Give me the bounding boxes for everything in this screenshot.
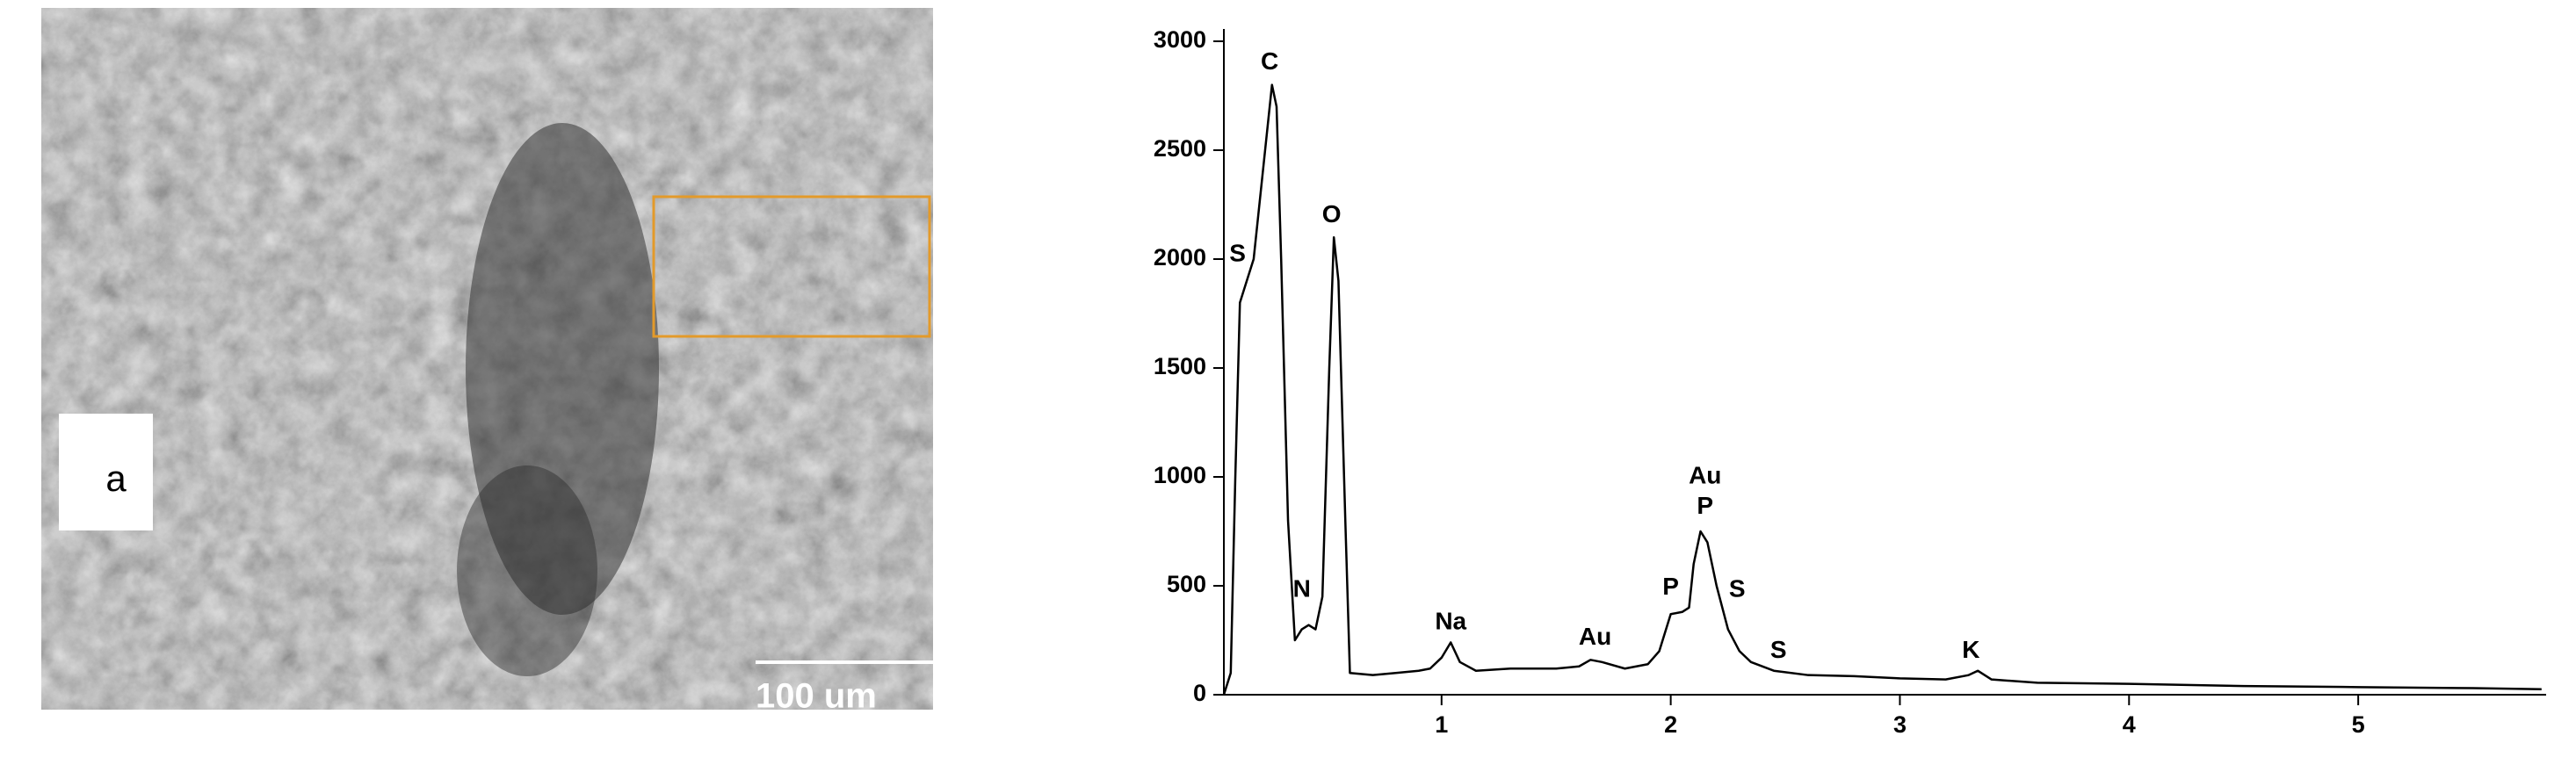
peak-label: S xyxy=(1229,239,1246,266)
peak-label: Na xyxy=(1435,608,1466,635)
peak-label: C xyxy=(1261,47,1278,75)
peak-label: S xyxy=(1729,574,1746,602)
scale-bar-label: 100 um xyxy=(756,677,877,716)
y-tick-label: 3000 xyxy=(1154,26,1206,53)
x-tick-label: 5 xyxy=(2352,711,2365,738)
x-tick-label: 4 xyxy=(2123,711,2136,738)
peak-label: N xyxy=(1293,574,1311,602)
peak-label: Au xyxy=(1579,623,1611,650)
peak-label: Au xyxy=(1689,461,1721,488)
y-tick-label: 500 xyxy=(1167,571,1206,597)
peak-label: O xyxy=(1322,200,1342,227)
sem-image: a 100 um xyxy=(41,8,933,716)
y-tick-label: 2000 xyxy=(1154,244,1206,271)
spectrum-chart: 0 500 1000 1500 2000 2500 3000 1 2 3 4 5 S C O N Na Au P Au… xyxy=(1154,26,2546,738)
roi-box xyxy=(652,195,931,338)
peak-label: S xyxy=(1770,636,1787,663)
y-tick-label: 2500 xyxy=(1154,135,1206,162)
label-box xyxy=(59,414,153,530)
y-tick-label: 1500 xyxy=(1154,353,1206,379)
x-tick-label: 1 xyxy=(1435,711,1448,738)
y-tick-label: 0 xyxy=(1193,680,1206,706)
peak-label: K xyxy=(1962,636,1979,663)
y-tick-label: 1000 xyxy=(1154,462,1206,488)
spectrum-line xyxy=(1222,83,2542,696)
panel-label: a xyxy=(105,458,127,499)
x-tick-label: 3 xyxy=(1893,711,1907,738)
peak-label: P xyxy=(1697,492,1713,519)
x-tick-label: 2 xyxy=(1664,711,1677,738)
peak-label: P xyxy=(1662,573,1679,600)
